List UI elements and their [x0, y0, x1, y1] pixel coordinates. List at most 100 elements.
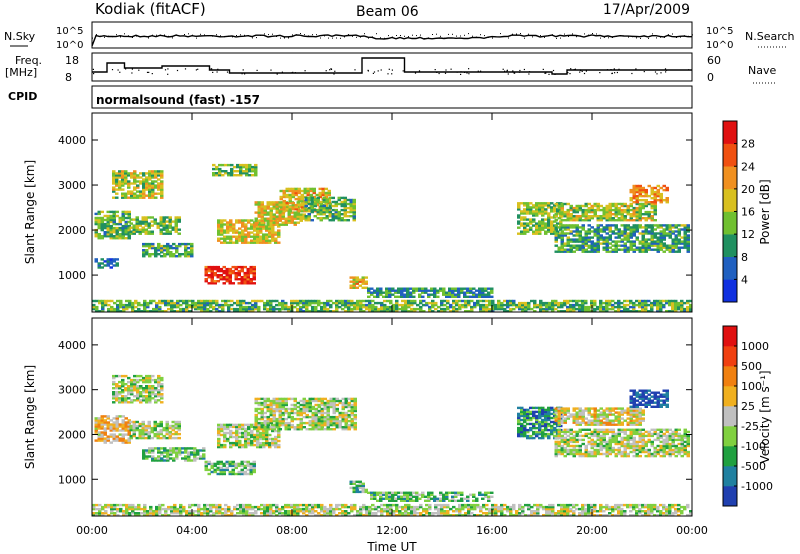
- data-cell: [278, 405, 282, 409]
- data-cell: [326, 415, 330, 419]
- data-cell: [221, 307, 225, 311]
- data-cell: [145, 176, 149, 179]
- data-cell: [353, 403, 357, 407]
- data-cell: [353, 397, 357, 401]
- data-cell: [409, 295, 413, 298]
- data-cell: [250, 433, 254, 437]
- data-cell: [638, 204, 642, 208]
- data-cell: [325, 210, 329, 214]
- data-cell: [659, 240, 663, 243]
- data-cell: [207, 462, 211, 466]
- data-cell: [626, 208, 630, 212]
- data-cell: [328, 196, 332, 200]
- data-cell: [340, 196, 344, 200]
- data-cell: [256, 443, 260, 447]
- data-cell: [217, 433, 221, 437]
- data-cell: [252, 464, 256, 468]
- data-cell: [148, 186, 152, 189]
- data-cell: [611, 213, 615, 216]
- nsearch-dot: [132, 37, 133, 38]
- data-cell: [238, 427, 242, 431]
- data-cell: [135, 220, 139, 223]
- data-cell: [680, 310, 684, 313]
- data-cell: [204, 265, 208, 269]
- data-cell: [532, 214, 536, 217]
- data-cell: [238, 231, 242, 234]
- data-cell: [282, 203, 286, 207]
- nave-dot: [125, 68, 127, 70]
- data-cell: [110, 299, 114, 303]
- data-cell: [487, 499, 491, 502]
- data-cell: [149, 310, 153, 313]
- data-cell: [260, 407, 264, 411]
- data-cell: [644, 230, 648, 233]
- data-cell: [281, 411, 285, 415]
- data-cell: [302, 421, 306, 425]
- data-cell: [535, 224, 539, 227]
- data-cell: [344, 428, 348, 431]
- data-cell: [224, 299, 228, 303]
- data-cell: [284, 219, 288, 222]
- data-cell: [328, 215, 332, 218]
- nsearch-dot: [320, 37, 321, 39]
- data-cell: [344, 413, 348, 417]
- data-cell: [520, 202, 524, 205]
- data-cell: [346, 219, 350, 222]
- data-cell: [364, 276, 368, 279]
- data-cell: [278, 407, 282, 411]
- data-cell: [174, 228, 178, 231]
- data-cell: [569, 224, 573, 227]
- data-cell: [296, 303, 300, 307]
- nsearch-dot: [92, 37, 93, 39]
- data-cell: [412, 291, 416, 294]
- data-cell: [629, 242, 633, 245]
- data-cell: [284, 417, 288, 421]
- data-cell: [240, 276, 244, 279]
- data-cell: [338, 415, 342, 419]
- data-cell: [127, 401, 131, 404]
- data-cell: [151, 457, 155, 460]
- data-cell: [140, 310, 144, 313]
- data-cell: [299, 301, 303, 305]
- data-cell: [269, 203, 273, 206]
- data-cell: [177, 432, 181, 436]
- data-cell: [250, 219, 254, 222]
- data-cell: [165, 228, 169, 231]
- data-cell: [397, 495, 401, 498]
- data-cell: [165, 216, 169, 219]
- data-cell: [176, 305, 180, 309]
- data-cell: [100, 431, 104, 434]
- data-cell: [125, 307, 129, 311]
- data-cell: [341, 411, 345, 415]
- data-cell: [674, 303, 678, 307]
- data-cell: [343, 198, 347, 202]
- nave-dot: [643, 71, 645, 73]
- data-cell: [118, 433, 122, 436]
- data-cell: [167, 307, 171, 311]
- data-cell: [296, 428, 300, 431]
- data-cell: [127, 228, 131, 232]
- data-cell: [425, 303, 429, 307]
- data-cell: [553, 210, 557, 213]
- data-cell: [463, 295, 467, 298]
- data-cell: [282, 210, 286, 213]
- data-cell: [129, 420, 133, 424]
- data-cell: [210, 274, 214, 277]
- nave-dot: [460, 71, 462, 73]
- data-cell: [433, 291, 437, 294]
- data-cell: [133, 192, 137, 195]
- data-cell: [394, 289, 398, 292]
- data-cell: [112, 196, 116, 199]
- data-cell: [121, 425, 125, 428]
- data-cell: [162, 222, 166, 225]
- data-cell: [100, 258, 104, 261]
- data-cell: [164, 299, 168, 303]
- data-cell: [242, 299, 246, 303]
- data-cell: [215, 303, 219, 307]
- data-cell: [244, 219, 248, 222]
- data-cell: [127, 224, 131, 228]
- data-cell: [635, 299, 639, 303]
- data-cell: [487, 491, 491, 494]
- data-cell: [323, 403, 327, 407]
- data-cell: [671, 238, 675, 241]
